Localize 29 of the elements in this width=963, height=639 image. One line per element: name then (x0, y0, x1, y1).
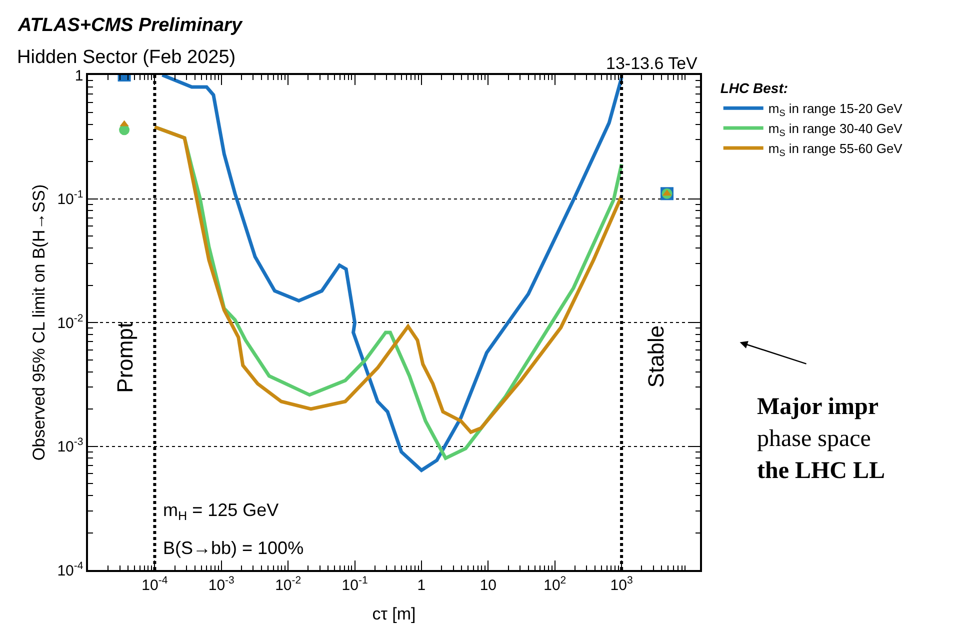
x-tick-label: 10$^{-3}$ (208, 574, 235, 594)
chart-subtitle: Hidden Sector (Feb 2025) (17, 47, 236, 68)
legend-label: m$_{S}$ in range 55-60 GeV (768, 141, 903, 158)
y-axis-title: Observed 95% CL limit on B(H→SS) (29, 184, 48, 461)
legend-title: LHC Best: (720, 80, 788, 96)
x-tick-label: 10 (480, 576, 497, 594)
y-tick-label: 1 (74, 67, 84, 84)
text: the LHC LL (757, 458, 886, 484)
y-tick-label: 10$^{-2}$ (57, 312, 84, 332)
x-tick-label: 10$^{2}$ (544, 574, 566, 594)
x-axis-title: cτ [m] (372, 604, 416, 624)
x-tick-label: 10$^{-1}$ (342, 574, 368, 594)
x-tick-label: 10$^{-4}$ (142, 574, 168, 594)
ref-line-label: Stable (643, 325, 668, 388)
chart-title: ATLAS+CMS Preliminary (17, 15, 244, 36)
annotation: m$_{H}$ = 125 GeV (163, 500, 279, 523)
annotation: B(S→bb) = 100% (163, 538, 304, 558)
y-tick-label: 10$^{-3}$ (57, 436, 84, 456)
ref-line-label: Prompt (112, 322, 138, 393)
legend-label: m$_{S}$ in range 15-20 GeV (768, 101, 903, 118)
y-tick-label: 10$^{-1}$ (57, 188, 84, 208)
text: Major impr (757, 394, 879, 420)
text: phase space (757, 426, 871, 452)
x-tick-label: 1 (417, 576, 426, 594)
x-tick-label: 10$^{3}$ (610, 574, 633, 594)
legend-label: m$_{S}$ in range 30-40 GeV (768, 121, 903, 138)
y-tick-label: 10$^{-4}$ (57, 560, 84, 580)
x-tick-label: 10$^{-2}$ (275, 574, 302, 594)
text: 13-13.6 TeV (606, 54, 698, 73)
